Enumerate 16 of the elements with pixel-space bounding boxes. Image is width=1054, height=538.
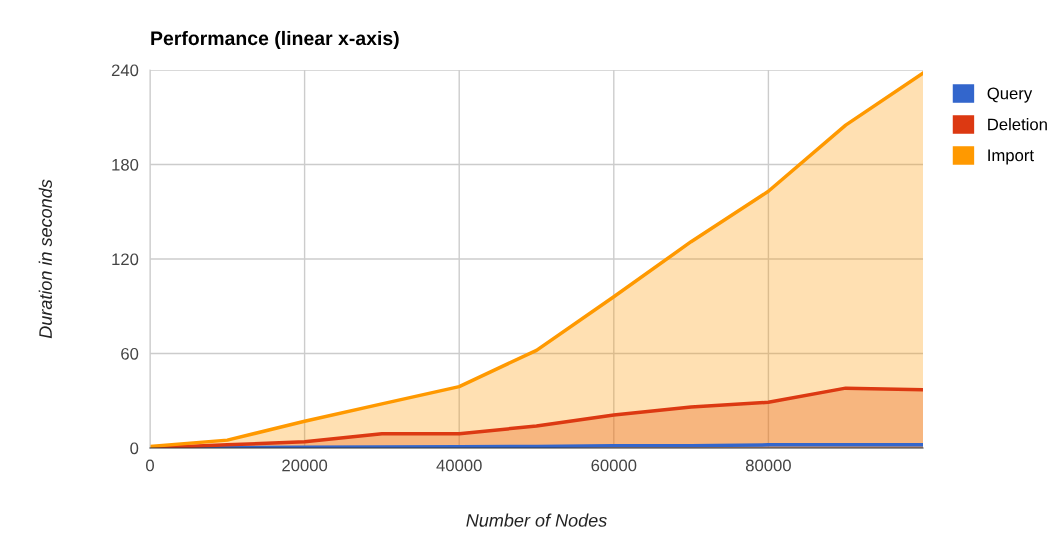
y-tick-label: 180 bbox=[112, 158, 139, 171]
y-tick-label: 60 bbox=[121, 347, 139, 360]
legend-label: Deletion bbox=[988, 118, 1047, 131]
y-tick-label: 120 bbox=[112, 253, 139, 266]
y-tick-label: 0 bbox=[130, 442, 139, 455]
legend-label: Query bbox=[987, 87, 1033, 103]
y-axis-title: Duration in seconds bbox=[38, 179, 52, 339]
x-axis-title: Number of Nodes bbox=[466, 513, 607, 527]
x-tick-label: 20000 bbox=[282, 459, 328, 472]
legend-label: Import bbox=[988, 149, 1034, 165]
x-tick-label: 80000 bbox=[745, 459, 791, 472]
x-tick-label: 40000 bbox=[436, 459, 482, 472]
chart-title: Performance (linear x-axis) bbox=[151, 30, 399, 50]
x-tick-label: 60000 bbox=[591, 459, 637, 472]
y-tick-label: 240 bbox=[111, 64, 139, 77]
x-tick-label: 0 bbox=[146, 459, 154, 472]
